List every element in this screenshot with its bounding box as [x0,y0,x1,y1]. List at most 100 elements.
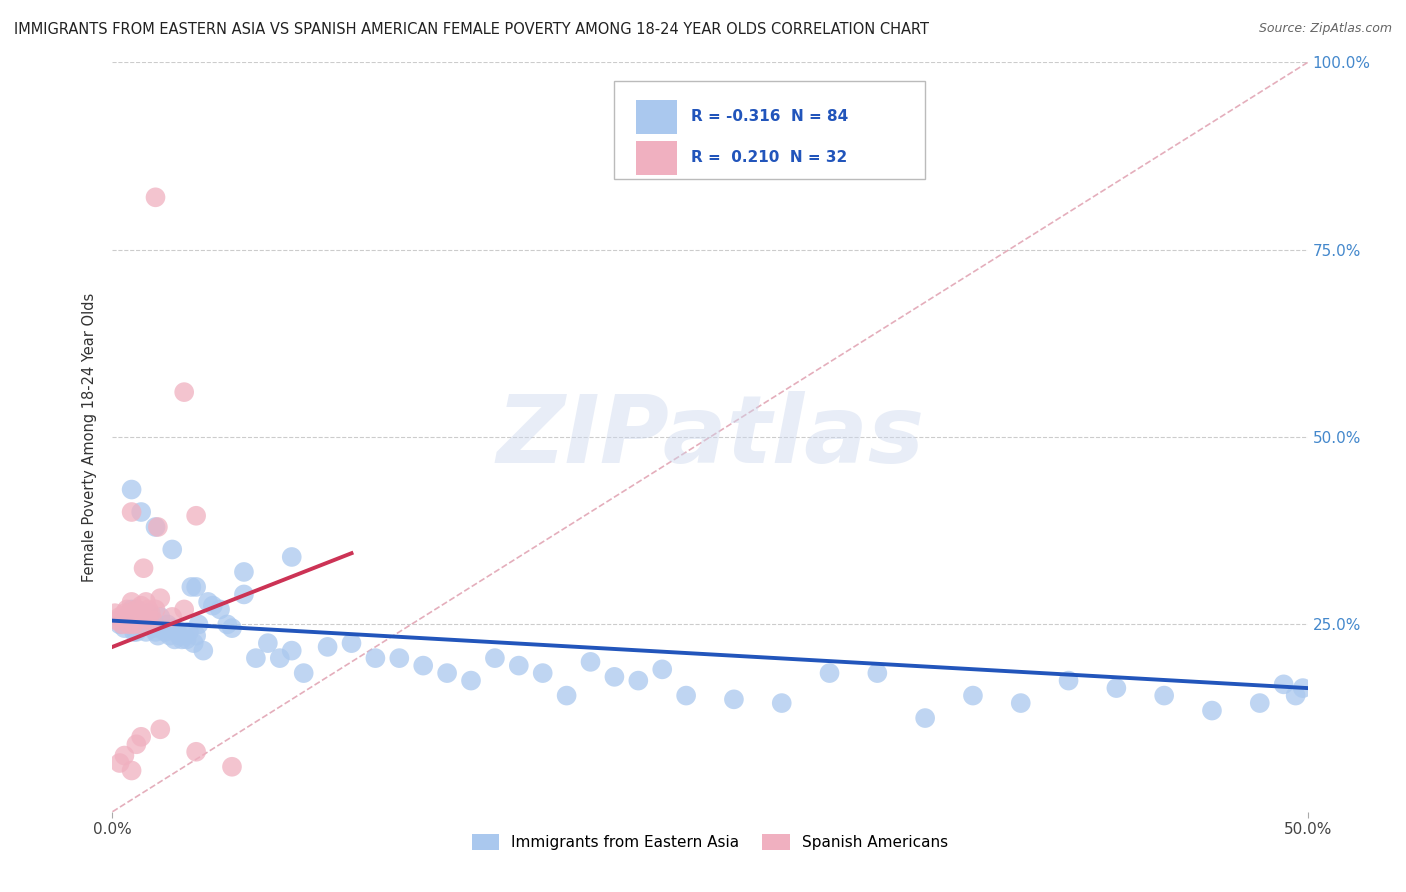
Point [125,624,148,639]
Point [170,632,193,647]
Point [138,602,160,616]
Point [128,610,150,624]
Point [1105,681,1128,695]
Point [1010,696,1032,710]
Point [125,602,148,616]
Point [1292,681,1315,695]
Y-axis label: Female Poverty Among 18-24 Year Olds: Female Poverty Among 18-24 Year Olds [82,293,97,582]
Point [162,610,183,624]
Point [1272,677,1295,691]
Point [818,666,841,681]
Point [122,624,145,639]
Point [221,621,243,635]
Point [132,610,155,624]
Point [114,610,135,624]
Point [257,636,280,650]
Point [108,756,131,770]
Point [173,629,195,643]
Point [914,711,936,725]
Point [152,621,174,635]
Point [159,629,181,643]
FancyBboxPatch shape [614,81,925,178]
Point [121,505,143,519]
Point [1249,696,1271,710]
Point [1057,673,1080,688]
Point [217,617,239,632]
Point [115,602,138,616]
Point [436,666,458,681]
Point [138,614,160,628]
Point [675,689,697,703]
Point [186,580,208,594]
Point [118,606,141,620]
Point [180,580,202,594]
Point [121,483,143,497]
Point [121,602,143,616]
Point [128,610,150,624]
Point [962,689,984,703]
Point [1153,689,1175,703]
Point [508,658,530,673]
Point [233,565,256,579]
Point [125,737,148,751]
Point [114,621,135,635]
Point [145,602,167,616]
Point [221,760,243,774]
Point [1201,704,1223,718]
Point [269,651,291,665]
Point [121,614,143,628]
Point [142,614,165,628]
Point [149,591,172,606]
Text: Source: ZipAtlas.com: Source: ZipAtlas.com [1258,22,1392,36]
Point [129,599,152,613]
Point [125,602,148,616]
Point [770,696,793,710]
Point [121,595,143,609]
Point [340,636,363,650]
Point [723,692,745,706]
Point [186,629,208,643]
Point [197,595,219,609]
Point [139,606,162,620]
Point [146,520,169,534]
Point [105,614,128,628]
Point [115,610,138,624]
Point [531,666,554,681]
Point [177,624,200,639]
Point [209,602,232,616]
Point [104,606,127,620]
Point [169,629,191,643]
Point [1285,689,1308,703]
Point [162,542,183,557]
Point [651,662,673,676]
Point [555,689,578,703]
Bar [636,141,676,175]
Point [281,549,304,564]
Point [122,606,145,620]
Point [118,617,141,632]
Point [186,745,208,759]
Point [135,595,157,609]
Point [579,655,602,669]
Point [316,640,339,654]
Point [364,651,387,665]
Point [111,617,134,632]
Point [149,723,172,737]
Bar [636,100,676,134]
Point [156,617,179,632]
Point [145,624,167,639]
Point [149,610,172,624]
Point [187,617,209,632]
Point [245,651,267,665]
Point [153,624,176,639]
Point [412,658,434,673]
Point [108,610,131,624]
Point [163,632,186,647]
Point [135,624,157,639]
Point [114,606,135,620]
Point [281,643,304,657]
Point [176,632,198,647]
Point [129,617,152,632]
Text: IMMIGRANTS FROM EASTERN ASIA VS SPANISH AMERICAN FEMALE POVERTY AMONG 18-24 YEAR: IMMIGRANTS FROM EASTERN ASIA VS SPANISH … [14,22,929,37]
Point [122,617,145,632]
